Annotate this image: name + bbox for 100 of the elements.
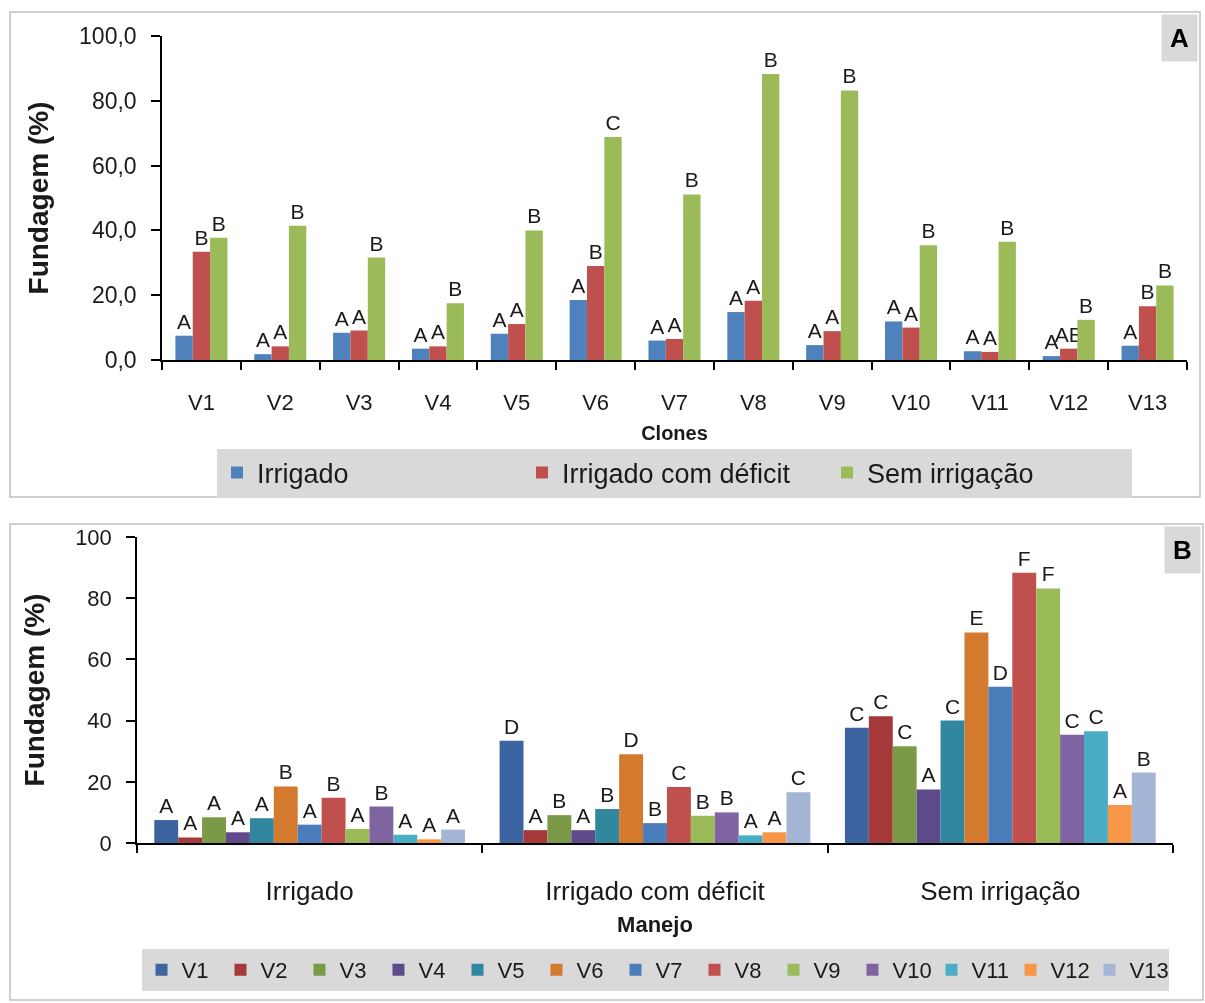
legend-label: V8 [734,958,762,984]
bar [988,686,1013,843]
data-label: A [422,813,437,837]
y-tick-label: 80,0 [91,87,137,114]
data-label: B [588,240,603,264]
data-label: C [873,690,889,714]
x-tick-label: V3 [345,390,373,416]
bar [643,823,667,843]
data-label: A [509,298,524,322]
data-label: A [921,763,936,787]
bar [998,241,1016,360]
bar [1042,356,1061,360]
data-label: E [969,606,984,630]
x-tick-label: V2 [266,390,294,416]
data-label: A [667,312,682,336]
bar [297,824,322,843]
bar [446,303,464,360]
bar [786,792,811,843]
data-label: A [886,295,901,319]
data-label: B [448,277,463,301]
legend-label: V7 [655,958,683,984]
bar [154,820,179,843]
data-label: B [290,199,305,223]
bar [508,324,526,360]
y-tick-label: 20,0 [91,282,137,309]
data-label: A [413,322,428,346]
bar [595,809,620,843]
bar [690,815,715,843]
legend-label: V10 [892,958,932,984]
bar [417,839,442,843]
data-label: A [492,307,507,331]
data-label: B [1136,746,1151,770]
data-label: A [398,808,413,832]
x-tick-label: V10 [891,390,931,416]
bar [1156,285,1174,360]
data-label: B [278,760,293,784]
x-tick-label: V13 [1128,390,1168,416]
data-label: A [965,325,980,349]
data-label: A [528,804,543,828]
bar [683,194,701,360]
bar [806,345,824,360]
data-label: A [807,319,822,343]
bar [844,727,869,843]
bar [192,251,211,360]
bar [964,632,989,843]
bar [714,812,739,843]
data-label: A [207,791,222,815]
bar [902,327,920,360]
bar [411,348,430,360]
bar [175,335,193,360]
data-label: A [728,286,744,310]
bar [273,786,298,843]
y-tick-label: 40 [87,708,112,734]
data-label: C [1064,708,1080,732]
legend-label: V1 [181,958,209,984]
data-label: A [230,806,245,830]
data-label: A [743,809,758,833]
bar [490,333,509,360]
bar [369,806,394,843]
bar [178,837,203,843]
bar [571,830,596,843]
bar [321,797,346,843]
bar [1077,319,1095,360]
data-label: D [623,728,639,752]
x-tick-label: V1 [187,390,215,416]
bar [350,330,368,360]
bar [393,834,418,843]
y-tick-label: 40,0 [91,217,137,244]
data-label: C [897,720,913,744]
data-label: A [650,314,665,338]
y-tick-label: 60 [87,647,112,673]
data-label: A [177,309,192,333]
bar [885,321,903,360]
legend-label: V6 [576,958,604,984]
bar [225,832,250,843]
bar [429,346,447,360]
bar [604,137,622,360]
bar [1012,572,1037,843]
data-label: A [302,798,317,822]
bar [892,746,917,843]
legend-label: Sem irrigação [867,459,1034,490]
bar [202,817,226,843]
data-label: A [746,274,761,298]
y-tick-label: 100 [75,524,112,550]
data-label: B [1079,293,1094,317]
legend-label: V3 [339,958,367,984]
x-tick-label: V7 [661,390,688,416]
data-label: B [527,204,542,228]
bar [940,720,965,843]
bar [333,332,351,360]
data-label: D [992,660,1008,684]
bar [1121,345,1139,360]
data-label: A [183,811,198,835]
bar [569,300,587,360]
bar [547,815,572,843]
data-label: A [571,274,586,298]
bar [523,830,548,843]
x-tick-label: V12 [1049,390,1089,416]
legend-label: V5 [497,958,525,984]
data-label: B [194,225,209,249]
